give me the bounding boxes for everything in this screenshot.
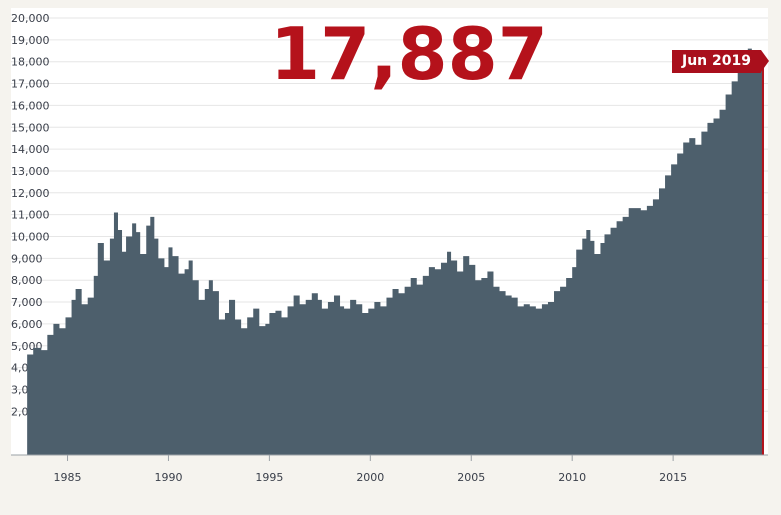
y-tick-label: 18,000 (11, 56, 50, 69)
headline-value: 17,887 (270, 12, 548, 96)
x-tick-label: 2000 (356, 471, 384, 484)
y-tick-label: 8,000 (11, 274, 43, 287)
x-tick-label: 1995 (255, 471, 283, 484)
y-tick-label: 20,000 (11, 12, 50, 25)
y-tick-label: 9,000 (11, 252, 43, 265)
y-tick-label: 12,000 (11, 187, 50, 200)
y-axis-labels: 2,0003,0004,0005,0006,0007,0008,0009,000… (11, 12, 50, 418)
data-area (27, 48, 764, 456)
y-tick-label: 16,000 (11, 99, 50, 112)
x-tick-label: 2005 (457, 471, 485, 484)
y-tick-label: 14,000 (11, 143, 50, 156)
y-tick-label: 19,000 (11, 34, 50, 47)
x-tick-label: 2010 (558, 471, 586, 484)
y-tick-label: 17,000 (11, 78, 50, 91)
y-tick-label: 13,000 (11, 165, 50, 178)
y-tick-label: 10,000 (11, 231, 50, 244)
y-tick-label: 15,000 (11, 121, 50, 134)
y-tick-label: 6,000 (11, 318, 43, 331)
y-tick-label: 11,000 (11, 209, 50, 222)
x-axis-ticks: 1985 1990 1995 2000 2005 2010 2015 (54, 455, 687, 484)
x-tick-label: 1985 (54, 471, 82, 484)
latest-date-tag: Jun 2019 (672, 50, 769, 73)
y-tick-label: 7,000 (11, 296, 43, 309)
x-tick-label: 2015 (659, 471, 687, 484)
x-tick-label: 1990 (154, 471, 182, 484)
